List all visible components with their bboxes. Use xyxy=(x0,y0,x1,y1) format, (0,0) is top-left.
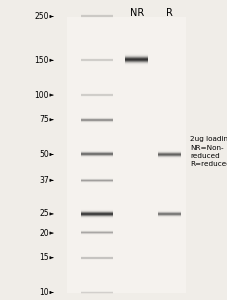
Text: 50: 50 xyxy=(39,150,49,159)
Bar xyxy=(67,16,185,292)
Text: 25: 25 xyxy=(39,209,49,218)
Text: 37: 37 xyxy=(39,176,49,185)
Text: 20: 20 xyxy=(39,229,49,238)
Text: 250: 250 xyxy=(34,12,49,21)
Text: NR: NR xyxy=(129,8,143,18)
Text: 100: 100 xyxy=(34,91,49,100)
Text: 75: 75 xyxy=(39,115,49,124)
Text: 150: 150 xyxy=(34,56,49,65)
Text: 10: 10 xyxy=(39,288,49,297)
Text: 2ug loading
NR=Non-
reduced
R=reduced: 2ug loading NR=Non- reduced R=reduced xyxy=(190,136,227,166)
Text: R: R xyxy=(166,8,173,18)
Text: 15: 15 xyxy=(39,253,49,262)
